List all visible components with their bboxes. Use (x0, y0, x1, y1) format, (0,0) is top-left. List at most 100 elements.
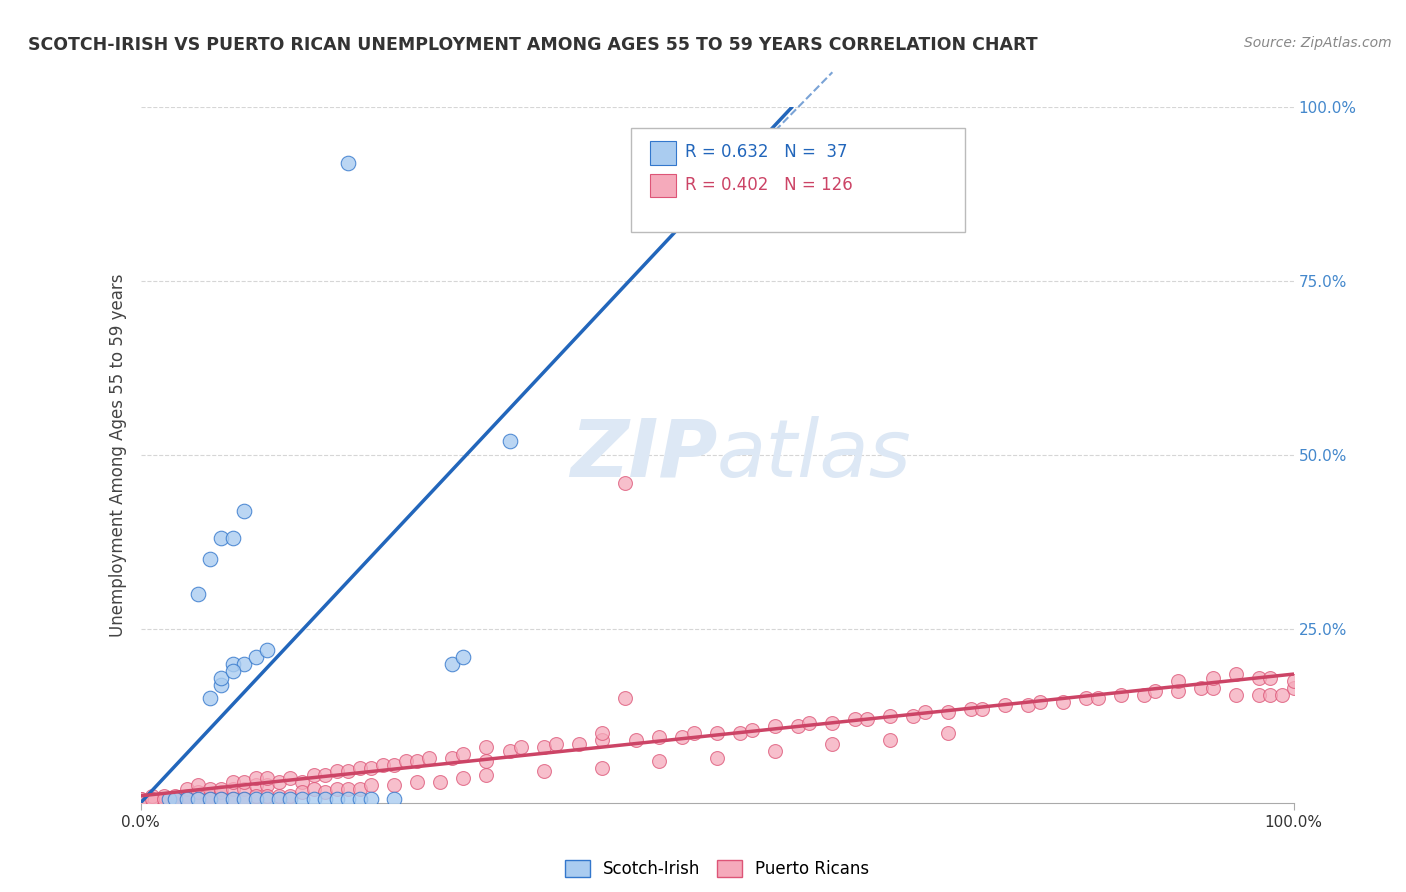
Text: Source: ZipAtlas.com: Source: ZipAtlas.com (1244, 36, 1392, 50)
Point (706, 750, 728, 764)
Point (706, 726, 728, 740)
Y-axis label: Unemployment Among Ages 55 to 59 years: Unemployment Among Ages 55 to 59 years (108, 273, 127, 637)
Point (1074, 691, 1097, 706)
Point (152, 789, 174, 803)
Point (1225, 688, 1247, 702)
Point (291, 792, 314, 806)
Point (129, 792, 152, 806)
Point (879, 708, 901, 723)
Point (314, 792, 336, 806)
Point (475, 740, 498, 755)
Point (972, 702, 994, 716)
Point (337, 792, 360, 806)
Point (209, 677, 232, 691)
Point (1260, 671, 1282, 685)
Point (914, 706, 936, 720)
Point (291, 785, 314, 799)
Point (591, 726, 613, 740)
Point (187, 792, 209, 806)
Point (233, 775, 256, 789)
Point (325, 792, 347, 806)
Point (821, 715, 844, 730)
Text: ZIP: ZIP (569, 416, 717, 494)
Point (302, 792, 325, 806)
Point (1189, 681, 1212, 695)
Point (406, 775, 429, 789)
Legend: Scotch-Irish, Puerto Ricans: Scotch-Irish, Puerto Ricans (558, 854, 876, 885)
Point (152, 792, 174, 806)
Point (591, 761, 613, 775)
FancyBboxPatch shape (630, 128, 965, 232)
Point (337, 155, 360, 169)
Point (382, 778, 405, 792)
Point (267, 775, 290, 789)
Point (1144, 684, 1167, 698)
Point (440, 750, 463, 764)
Point (1109, 688, 1132, 702)
Point (763, 744, 786, 758)
Point (844, 712, 866, 726)
Point (429, 775, 451, 789)
Point (165, 789, 187, 803)
Point (453, 747, 475, 761)
Point (302, 781, 325, 796)
Point (648, 754, 671, 768)
Text: R = 0.632   N =  37: R = 0.632 N = 37 (685, 144, 848, 161)
Point (176, 792, 198, 806)
Point (418, 750, 440, 764)
Point (533, 764, 555, 779)
Point (1260, 688, 1282, 702)
Point (198, 691, 221, 706)
Point (453, 772, 475, 786)
Point (209, 781, 232, 796)
Point (233, 657, 256, 671)
Point (291, 775, 314, 789)
Point (245, 772, 267, 786)
Point (406, 754, 429, 768)
Point (1225, 667, 1247, 681)
Point (1052, 695, 1074, 709)
Point (152, 792, 174, 806)
Bar (650, 174, 675, 197)
Point (936, 726, 959, 740)
Point (165, 792, 187, 806)
Point (222, 664, 245, 678)
Point (936, 706, 959, 720)
Point (187, 785, 209, 799)
Point (360, 778, 382, 792)
Point (741, 723, 763, 737)
Point (349, 761, 371, 775)
Point (209, 532, 232, 546)
Point (209, 671, 232, 685)
Point (994, 698, 1017, 713)
Point (440, 657, 463, 671)
Point (222, 775, 245, 789)
Point (671, 730, 693, 744)
Point (959, 702, 981, 716)
Point (222, 792, 245, 806)
Point (325, 764, 347, 779)
Point (141, 789, 163, 803)
Point (1271, 688, 1294, 702)
Point (233, 781, 256, 796)
Point (129, 792, 152, 806)
Point (1282, 674, 1305, 689)
Point (510, 740, 533, 755)
Point (222, 657, 245, 671)
Point (360, 792, 382, 806)
Point (198, 789, 221, 803)
Point (198, 552, 221, 566)
Point (763, 719, 786, 733)
Point (1017, 698, 1039, 713)
Point (1132, 688, 1154, 702)
Point (280, 789, 302, 803)
Point (187, 587, 209, 601)
Point (626, 733, 648, 747)
Point (498, 744, 520, 758)
Point (613, 475, 636, 490)
Point (371, 757, 394, 772)
Point (209, 792, 232, 806)
Point (209, 792, 232, 806)
Point (280, 792, 302, 806)
Point (245, 649, 267, 664)
